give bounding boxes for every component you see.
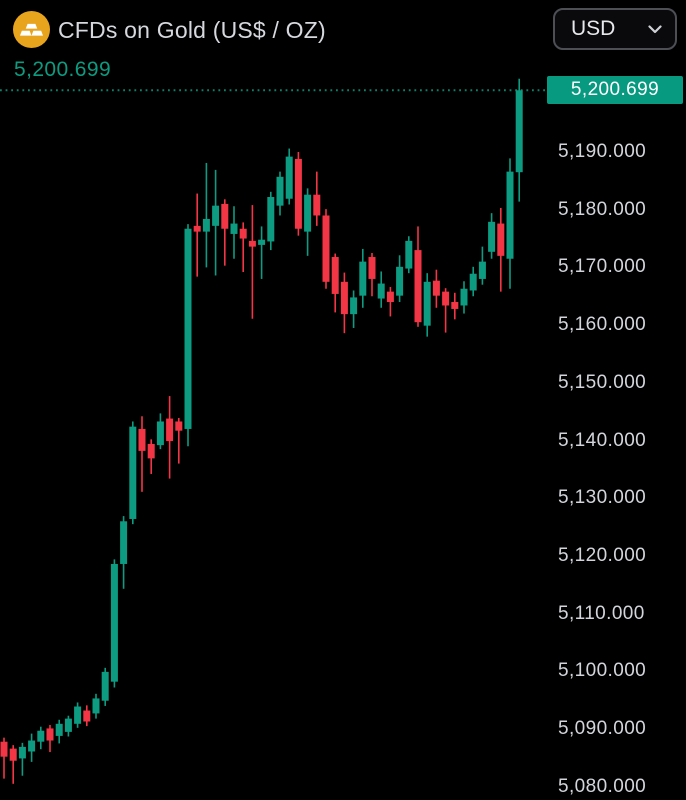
- price-axis-label: 5,130.000: [558, 487, 647, 509]
- candle-body: [276, 176, 284, 206]
- candle-body: [322, 215, 330, 282]
- price-axis-label: 5,170.000: [558, 256, 647, 278]
- candle-body: [258, 239, 266, 245]
- price-axis-label: 5,090.000: [558, 718, 647, 739]
- candle-body: [368, 257, 376, 279]
- candle-body: [156, 421, 164, 446]
- candle-body: [460, 288, 468, 306]
- candle-body: [405, 240, 413, 269]
- price-axis[interactable]: 5,190.000 5,180.000 5,170.000 5,160.000 5,15…: [547, 0, 686, 800]
- candle-body: [83, 710, 91, 722]
- candle-body: [28, 740, 36, 752]
- candle-body: [285, 156, 293, 199]
- candle-body: [304, 194, 312, 232]
- price-axis-label: 5,080.000: [558, 775, 647, 797]
- candle-body: [359, 261, 367, 296]
- candle-body: [9, 748, 17, 761]
- candlestick-chart[interactable]: [0, 0, 547, 800]
- price-axis-label: 5,100.000: [558, 660, 647, 682]
- price-axis-label: 5,140.000: [558, 429, 647, 451]
- candle-body: [230, 223, 238, 234]
- gold-ingots-icon: [13, 11, 50, 48]
- candle-body: [193, 225, 201, 232]
- chevron-down-icon: [648, 24, 662, 33]
- candle-body: [377, 283, 385, 299]
- candle-body: [248, 240, 256, 247]
- price-axis-label: 5,150.000: [558, 371, 647, 393]
- price-axis-label: 5,190.000: [558, 141, 647, 162]
- candle-body: [239, 228, 247, 239]
- price-axis-label: 5,120.000: [558, 544, 647, 566]
- candle-body: [221, 203, 229, 229]
- candle-body: [46, 728, 54, 741]
- candle-body: [294, 158, 302, 229]
- candle-body: [515, 90, 523, 173]
- candle-body: [101, 671, 109, 701]
- candle-body: [74, 706, 82, 724]
- candle-body: [340, 281, 348, 315]
- candle-body: [497, 223, 505, 256]
- candle-body: [55, 723, 63, 736]
- candle-body: [92, 698, 100, 714]
- candle-body: [331, 257, 339, 294]
- candle-body: [469, 273, 477, 291]
- candle-body: [184, 228, 192, 429]
- currency-dropdown[interactable]: USD: [553, 8, 677, 50]
- candle-body: [202, 218, 210, 232]
- candle-body: [267, 197, 275, 242]
- current-price-tag: 5,200.699: [547, 76, 683, 105]
- candle-body: [350, 297, 358, 315]
- price-axis-label: 5,180.000: [558, 198, 647, 220]
- candle-body: [451, 302, 459, 309]
- price-axis-label: 5,110.000: [558, 602, 645, 624]
- symbol-title: CFDs on Gold (US$ / OZ): [58, 17, 326, 43]
- candle-body: [64, 718, 72, 732]
- price-axis-label: 5,160.000: [558, 314, 647, 336]
- candle-body: [488, 221, 496, 252]
- candle-body: [386, 291, 394, 303]
- candle-body: [212, 205, 220, 226]
- candle-body: [175, 421, 183, 431]
- candle-body: [37, 730, 45, 742]
- candle-body: [110, 563, 118, 682]
- candle-body: [147, 443, 155, 459]
- candle-body: [442, 291, 450, 306]
- candle-body: [18, 746, 26, 759]
- currency-dropdown-value: USD: [571, 17, 616, 40]
- candle-body: [506, 171, 514, 259]
- candle-body: [313, 194, 321, 216]
- candle-body: [166, 418, 174, 442]
- candle-body: [138, 428, 146, 451]
- candle-body: [129, 426, 137, 519]
- candle-body: [432, 280, 440, 296]
- header-last-price: 5,200.699: [14, 58, 112, 81]
- candle-body: [478, 261, 486, 279]
- candle-body: [0, 741, 8, 757]
- candle-body: [396, 266, 404, 296]
- candle-body: [414, 250, 422, 323]
- candle-body: [120, 521, 128, 564]
- candle-body: [423, 281, 431, 326]
